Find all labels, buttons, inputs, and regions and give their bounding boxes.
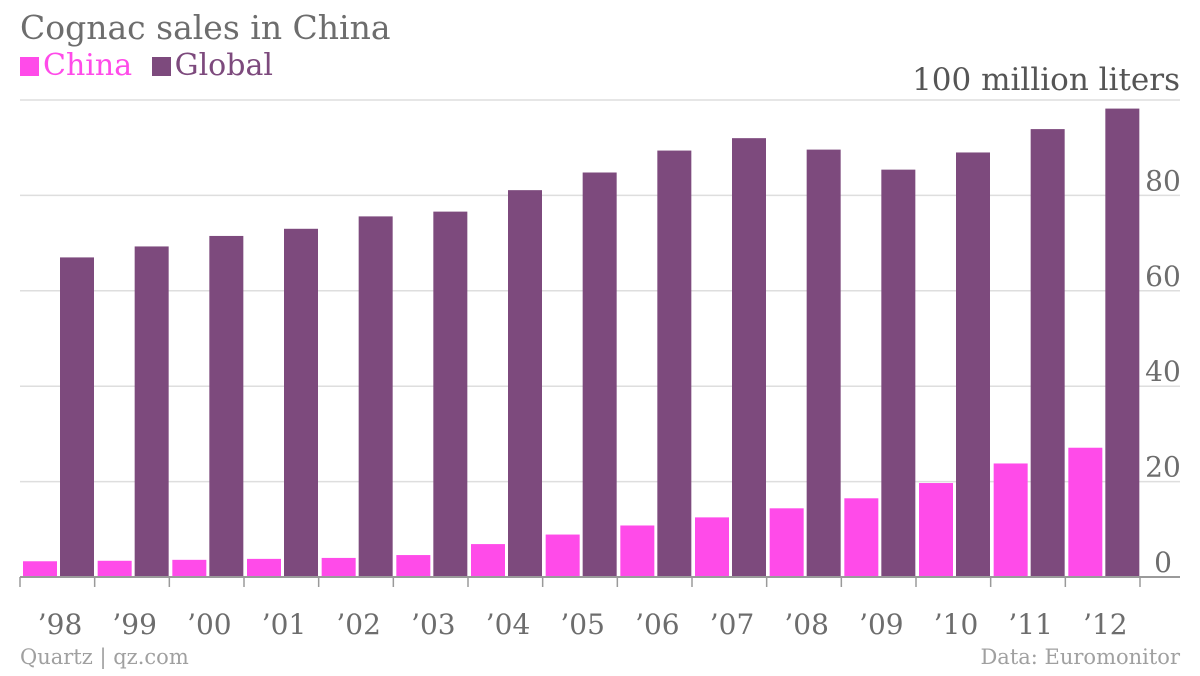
x-tick-label: ’11	[1008, 608, 1053, 641]
x-tick-label: ’06	[635, 608, 680, 641]
bar-china	[844, 498, 879, 577]
bar-global	[582, 172, 617, 577]
x-tick-label: ’04	[486, 608, 531, 641]
bar-global	[956, 152, 990, 577]
bar-china	[993, 463, 1028, 577]
bar-global	[1030, 129, 1065, 578]
bar-global	[60, 257, 94, 577]
legend-label-global: Global	[174, 48, 273, 83]
bar-china	[471, 544, 505, 577]
bar-global	[732, 138, 766, 577]
bar-china	[247, 558, 281, 577]
y-tick-label: 80	[1145, 164, 1181, 197]
legend-swatch-china	[20, 57, 39, 76]
bar-china	[1068, 447, 1103, 577]
bar-global	[508, 190, 542, 577]
x-tick-label: ’01	[262, 608, 307, 641]
legend-item-global: Global	[151, 48, 273, 83]
x-tick-label: ’03	[411, 608, 456, 641]
bar-china	[321, 557, 356, 577]
x-tick-label: ’12	[1083, 608, 1128, 641]
bar-china	[396, 555, 431, 577]
x-tick-label: ’09	[859, 608, 904, 641]
bar-china	[172, 559, 207, 577]
bar-china	[919, 483, 953, 577]
x-tick-label: ’10	[934, 608, 979, 641]
bar-global	[806, 149, 841, 577]
y-tick-label: 0	[1154, 546, 1172, 579]
x-tick-label: ’99	[112, 608, 157, 641]
bar-global	[209, 235, 244, 577]
x-tick-label: ’07	[710, 608, 755, 641]
y-tick-label: 60	[1145, 260, 1181, 293]
legend: China Global	[20, 48, 283, 83]
bar-china	[620, 525, 655, 577]
bar-global	[358, 216, 393, 577]
legend-label-china: China	[43, 48, 133, 83]
source-credit: Quartz | qz.com	[20, 645, 189, 669]
bar-china	[695, 517, 729, 577]
bar-global	[284, 228, 318, 578]
bar-global	[881, 169, 916, 577]
bar-global	[433, 211, 468, 578]
bar-china	[97, 560, 132, 577]
x-tick-label: ’02	[336, 608, 381, 641]
bar-china	[23, 561, 57, 577]
x-tick-label: ’08	[784, 608, 829, 641]
y-tick-label: 40	[1145, 355, 1181, 388]
legend-swatch-global	[151, 57, 171, 76]
bar-china	[769, 508, 804, 577]
y-axis-unit-label: 100 million liters	[912, 62, 1180, 98]
bar-global	[1105, 108, 1140, 577]
legend-item-china: China	[20, 48, 132, 83]
x-tick-label: ’05	[560, 608, 605, 641]
chart-title: Cognac sales in China	[20, 8, 391, 47]
x-tick-label: ’00	[187, 608, 232, 641]
bar-global	[657, 150, 692, 577]
bar-global	[134, 246, 169, 577]
x-tick-label: ’98	[38, 608, 83, 641]
data-source: Data: Euromonitor	[980, 645, 1180, 669]
y-tick-label: 20	[1145, 451, 1181, 484]
bar-china	[545, 534, 580, 577]
